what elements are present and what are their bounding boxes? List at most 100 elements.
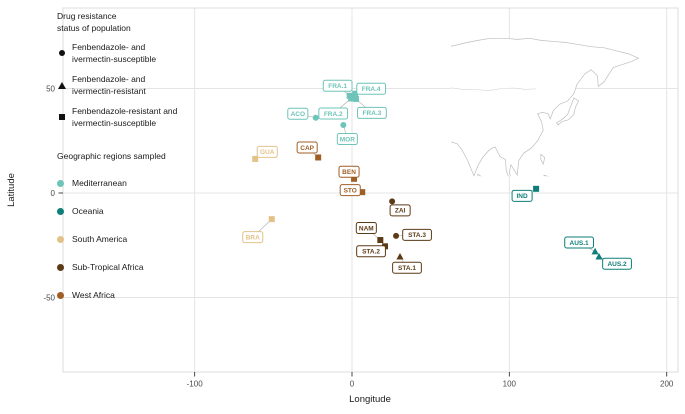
label-text-BEN: BEN xyxy=(342,169,356,176)
legend-item-west-africa: West Africa xyxy=(57,281,197,309)
landmass-japan xyxy=(557,98,579,125)
drug-resistance-legend: Drug resistance status of population Fen… xyxy=(57,10,197,137)
panel-border xyxy=(62,7,679,373)
legend-item-sub-tropical-africa: Sub-Tropical Africa xyxy=(57,253,197,281)
region-label: Oceania xyxy=(72,206,104,216)
marker-NAM xyxy=(377,237,384,244)
marker-ACO xyxy=(312,114,319,121)
label-box-BRA xyxy=(242,231,264,244)
label-text-FRA.3: FRA.3 xyxy=(363,110,382,117)
label-box-STA.3 xyxy=(402,228,432,241)
label-box-ACO xyxy=(287,107,309,120)
y-axis-title: Latitude xyxy=(6,173,17,207)
label-box-ZAI xyxy=(389,204,411,217)
label-box-FRA.2 xyxy=(318,107,349,120)
landmass-sri-lanka xyxy=(478,174,481,177)
label-text-BRA: BRA xyxy=(246,234,260,241)
label-text-FRA.2: FRA.2 xyxy=(324,111,343,118)
landmass-luzon xyxy=(541,154,545,164)
label-text-AUS.2: AUS.2 xyxy=(607,261,627,268)
legend-item-resistant: Fenbendazole- and ivermectin-resistant xyxy=(57,73,197,97)
caspian-sea xyxy=(426,94,435,104)
region-color-dot-icon xyxy=(57,235,64,243)
landmass-hispaniola xyxy=(236,152,243,156)
drug-resistance-legend-title: Drug resistance status of population xyxy=(57,10,197,34)
label-box-STO xyxy=(339,184,361,197)
population-markers xyxy=(252,90,603,260)
region-label: Mediterranean xyxy=(72,178,127,188)
marker-STO xyxy=(359,189,366,196)
label-text-GUA: GUA xyxy=(260,149,275,156)
region-label: South America xyxy=(72,234,128,244)
label-box-STA.1 xyxy=(392,261,422,274)
legend-title-line: Drug resistance xyxy=(57,11,117,21)
label-box-NAM xyxy=(355,222,377,235)
landmass-mindanao xyxy=(544,175,551,177)
region-label: Sub-Tropical Africa xyxy=(72,262,144,272)
legend-item-label: Fenbendazole-resistant and ivermectin-su… xyxy=(72,106,178,128)
label-text-ACO: ACO xyxy=(291,111,305,118)
label-box-AUS.1 xyxy=(564,236,594,249)
marker-AUS.2 xyxy=(595,252,603,260)
y-tick-label: -50 xyxy=(43,293,55,302)
landmass-scandinavia xyxy=(360,46,397,76)
x-tick-label: 0 xyxy=(350,380,355,389)
label-box-FRA.4 xyxy=(356,82,387,95)
region-label: West Africa xyxy=(72,290,115,300)
landmass-java xyxy=(518,207,533,211)
legend-title-line: status of population xyxy=(57,23,131,33)
label-text-STA.2: STA.2 xyxy=(362,249,380,256)
population-labels: FRA.1 FRA.2 FRA.3 FRA.4 ACO MOR GUA BRA CAP BEN ST… xyxy=(242,79,632,274)
landmass-sulawesi xyxy=(540,190,546,203)
label-text-IND: IND xyxy=(516,193,528,200)
landmass-iceland xyxy=(317,55,330,61)
region-color-dot-icon xyxy=(57,291,64,299)
circle-marker-icon xyxy=(57,50,67,56)
x-axis-title: Longitude xyxy=(349,394,391,405)
marker-ZAI xyxy=(389,198,396,205)
legend-item-susceptible: Fenbendazole- and ivermectin-susceptible xyxy=(57,41,197,65)
landmass-tasmania xyxy=(580,278,585,283)
marker-AUS.1 xyxy=(591,247,599,255)
landmass-antarctica xyxy=(62,326,679,373)
marker-FRA.4 xyxy=(352,90,359,97)
axis-ticks: -100 0 100 200 -50 0 50 xyxy=(43,84,673,388)
label-box-BEN xyxy=(338,165,360,178)
triangle-marker-icon xyxy=(57,82,67,89)
label-text-STO: STO xyxy=(344,187,357,194)
regions-legend: Geographic regions sampled Mediterranean… xyxy=(57,150,197,309)
region-color-dot-icon xyxy=(57,207,64,215)
marker-FRA.3 xyxy=(352,95,359,102)
label-text-CAP: CAP xyxy=(300,145,314,152)
label-box-GUA xyxy=(256,145,278,158)
landmass-greenland xyxy=(248,18,320,67)
label-text-FRA.4: FRA.4 xyxy=(362,86,381,93)
landmass-new-zealand-south xyxy=(614,278,626,290)
x-tick-label: 100 xyxy=(503,380,517,389)
y-tick-label: 50 xyxy=(46,84,55,93)
x-tick-label: -100 xyxy=(187,380,204,389)
label-box-CAP xyxy=(296,141,318,154)
label-text-NAM: NAM xyxy=(359,225,374,232)
legend-item-label: Fenbendazole- and ivermectin-resistant xyxy=(72,74,146,96)
label-text-MOR: MOR xyxy=(340,136,355,143)
marker-IND xyxy=(533,185,540,192)
label-text-FRA.1: FRA.1 xyxy=(328,83,347,90)
label-box-AUS.2 xyxy=(602,257,632,270)
landmass-baffin xyxy=(223,39,243,56)
legend-item-south-america: South America xyxy=(57,225,197,253)
label-box-FRA.1 xyxy=(322,79,353,92)
label-box-IND xyxy=(511,189,533,202)
legend-item-fenbendazole-resistant: Fenbendazole-resistant and ivermectin-su… xyxy=(57,105,197,129)
label-text-STA.1: STA.1 xyxy=(398,265,416,272)
landmass-novaya-zemlya xyxy=(435,34,448,45)
marker-FRA.2 xyxy=(348,95,355,102)
regions-legend-title: Geographic regions sampled xyxy=(57,151,166,161)
label-box-MOR xyxy=(336,133,358,146)
legend-item-label: Fenbendazole- and ivermectin-susceptible xyxy=(72,42,157,64)
black-sea xyxy=(396,98,412,104)
label-box-FRA.3 xyxy=(357,106,387,119)
y-tick-label: 0 xyxy=(51,189,56,198)
marker-CAP xyxy=(315,154,322,161)
marker-MOR xyxy=(340,122,347,129)
